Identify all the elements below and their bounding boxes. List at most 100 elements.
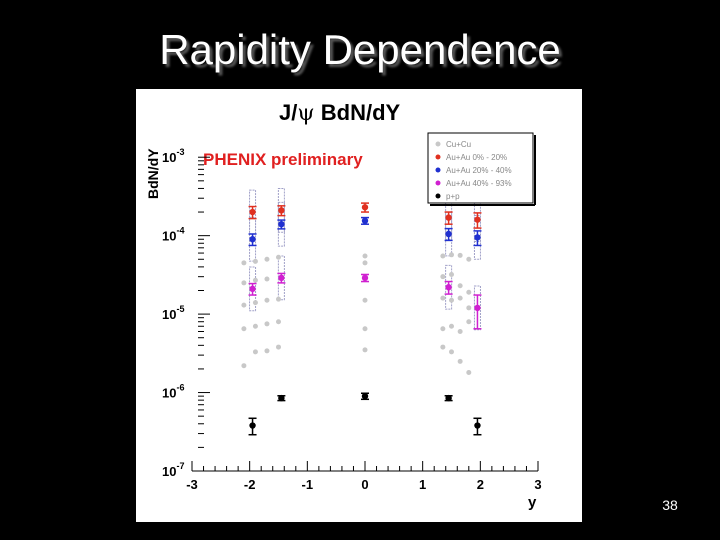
data-point [249,285,256,293]
data-point [278,220,285,228]
legend-label: Cu+Cu [446,140,471,149]
x-tick-label: -3 [186,477,198,492]
data-point [252,349,258,355]
data-point [276,319,281,325]
legend-label: p+p [446,192,460,201]
y-tick-label: 10-7 [162,461,184,479]
data-point [241,326,247,332]
y-axis-ticks: 10-710-610-510-410-3 [162,147,210,479]
y-tick-base: 10 [162,386,176,401]
chart-title-part: J/ [279,100,297,125]
x-tick-label: 2 [477,477,484,492]
rapidity-plot: J/ψ BdN/dY PHENIX preliminary BdN/dY y -… [145,100,542,511]
legend-marker [435,154,441,160]
chart-title-psi: ψ [297,101,314,126]
data-point [361,204,369,211]
y-tick-exponent: -5 [176,304,184,314]
data-point [276,254,281,260]
data-point [361,392,369,400]
data-point [362,260,368,266]
data-point [457,329,463,335]
x-tick-label: 0 [361,477,368,492]
legend-marker [435,167,441,173]
data-point [457,283,463,289]
data-point [241,260,247,266]
y-tick-label: 10-4 [162,226,184,244]
data-point [457,252,463,258]
data-point [362,326,368,332]
legend-marker [435,141,441,147]
data-point [449,323,454,329]
data-point [449,297,454,303]
legend: Cu+Cu Au+Au 0% - 20% Au+Au 20% - 40% Au+Au … [427,132,536,206]
data-point [449,271,454,277]
data-point [449,349,454,355]
chart-title: J/ψ BdN/dY [279,100,401,126]
data-point [264,276,270,282]
data-point [276,296,281,302]
data-point [466,319,472,325]
data-point [278,394,285,402]
data-point [361,217,369,224]
y-tick-base: 10 [162,229,176,244]
data-point [466,289,472,295]
data-point [362,297,368,303]
y-tick-exponent: -3 [176,147,184,157]
data-point [466,305,472,311]
data-point [252,277,258,283]
legend-label: Au+Au 20% - 40% [446,166,512,175]
data-point [276,344,281,350]
data-point [249,422,256,429]
data-points [241,202,482,436]
chart-title-part: Bd [315,100,350,125]
data-point [264,297,270,303]
data-point [445,230,452,238]
data-point [362,347,368,353]
data-point [362,253,368,259]
data-point [440,344,446,350]
y-tick-base: 10 [162,307,176,322]
data-point [474,304,481,312]
plot-panel: J/ψ BdN/dY PHENIX preliminary BdN/dY y -… [136,89,582,522]
data-point [241,363,247,369]
data-point [252,300,258,306]
data-point [252,323,258,329]
x-axis-title: y [528,494,537,511]
data-point [474,216,481,223]
legend-label: Au+Au 40% - 93% [446,179,512,188]
data-point [457,358,463,364]
y-tick-base: 10 [162,464,176,479]
data-point [249,236,256,243]
data-point [278,274,285,282]
data-point [440,326,446,332]
x-tick-label: 1 [419,477,426,492]
x-tick-label: -1 [302,477,314,492]
data-point [278,207,285,214]
y-tick-label: 10-5 [162,304,184,322]
data-point [474,234,481,241]
data-point [241,280,247,286]
legend-box [427,132,534,204]
data-point [440,274,446,280]
data-point [474,422,481,429]
chart-title-part: N/dY [350,100,400,125]
data-point [264,256,270,262]
data-point [449,252,454,258]
data-point [466,370,472,376]
y-tick-base: 10 [162,150,176,165]
y-tick-label: 10-6 [162,383,184,401]
data-point [440,253,446,259]
data-point [264,348,270,354]
x-tick-label: 3 [534,477,541,492]
y-tick-exponent: -7 [176,461,184,471]
data-point [241,302,247,308]
legend-label: Au+Au 0% - 20% [446,153,507,162]
slide-number: 38 [662,497,678,513]
legend-marker [435,180,441,186]
legend-marker [435,193,441,199]
data-point [252,258,258,264]
data-point [457,295,463,301]
y-tick-label: 10-3 [162,147,184,165]
phenix-preliminary-label: PHENIX preliminary [203,150,363,169]
x-axis-ticks: -3 -2 -1 0 1 2 3 [186,461,542,492]
